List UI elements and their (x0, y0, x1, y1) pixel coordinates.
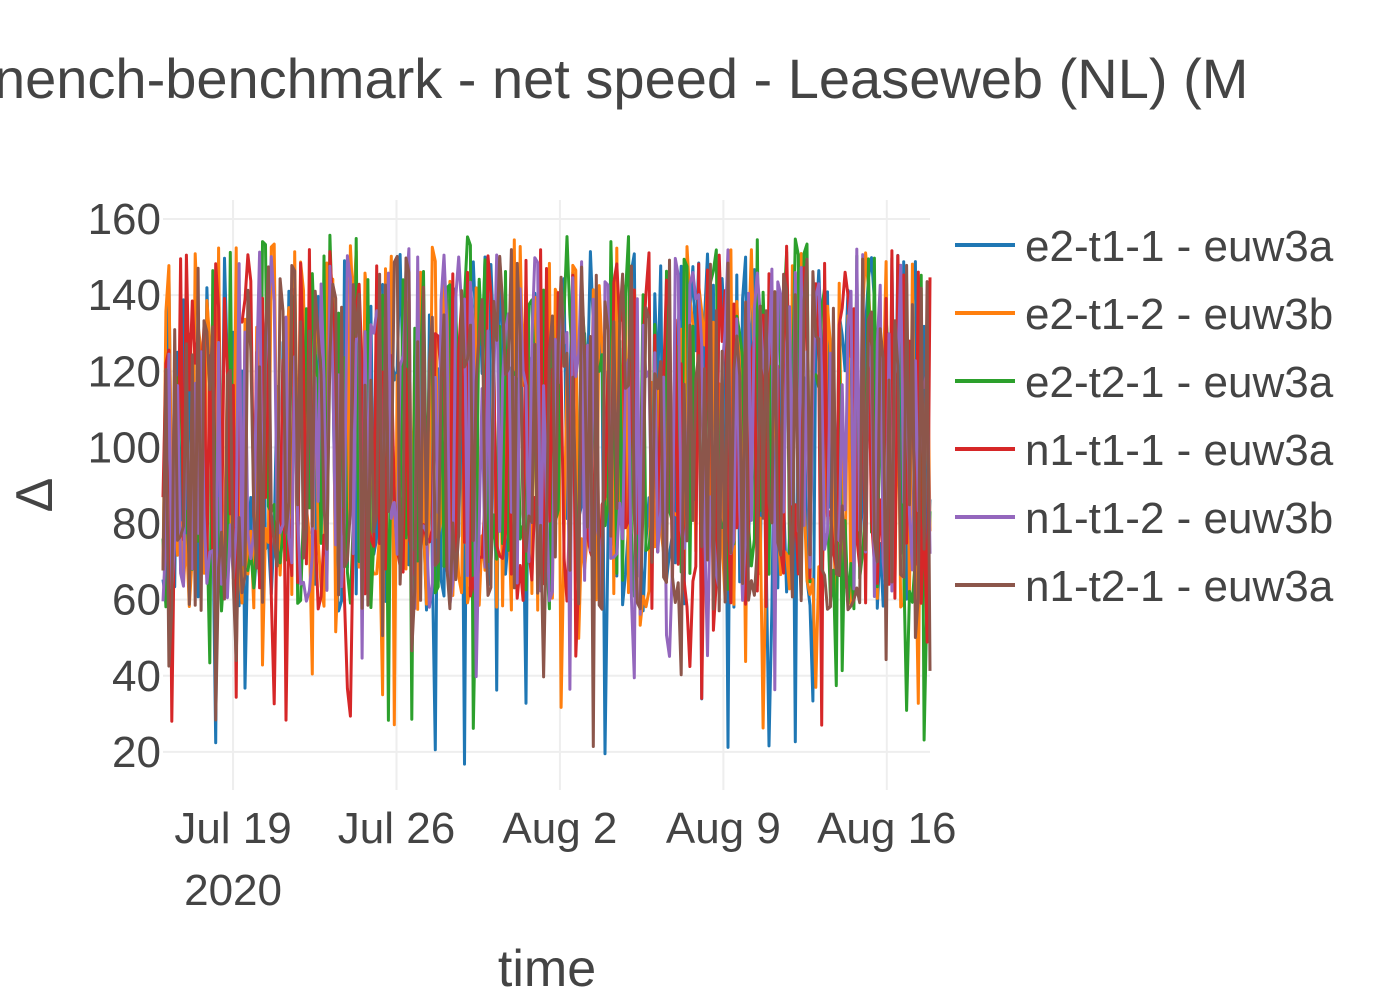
series-line-6 (161, 248, 932, 748)
legend[interactable]: e2-t1-1 - euw3a e2-t1-2 - euw3b e2-t2-1 - … (955, 222, 1334, 611)
legend-label: e2-t2-1 - euw3a (1025, 358, 1334, 407)
legend-label: e2-t1-2 - euw3b (1025, 290, 1333, 339)
legend-item-4[interactable]: n1-t1-1 - euw3a (955, 426, 1334, 475)
x-axis-title: time (498, 940, 596, 998)
chart-title: nench-benchmark - net speed - Leaseweb (… (0, 47, 1248, 110)
y-axis-ticks: 20 40 60 80 100 120 140 160 (88, 195, 161, 777)
legend-item-3[interactable]: e2-t2-1 - euw3a (955, 358, 1334, 407)
y-tick-label: 60 (112, 576, 161, 625)
x-axis-ticks: Jul 19 2020 Jul 26 Aug 2 Aug 9 Aug 16 (174, 804, 956, 915)
legend-label: n1-t1-1 - euw3a (1025, 426, 1334, 475)
y-tick-label: 80 (112, 500, 161, 549)
y-tick-label: 20 (112, 728, 161, 777)
legend-label: e2-t1-1 - euw3a (1025, 222, 1334, 271)
legend-item-6[interactable]: n1-t2-1 - euw3a (955, 562, 1334, 611)
y-axis-title: Δ (6, 478, 64, 513)
legend-item-5[interactable]: n1-t1-2 - euw3b (955, 494, 1333, 543)
x-tick-label: Aug 16 (817, 804, 956, 853)
x-tick-label: Aug 9 (666, 804, 781, 853)
legend-label: n1-t2-1 - euw3a (1025, 562, 1334, 611)
x-tick-label: Jul 19 (174, 804, 291, 853)
x-tick-label: Jul 26 (338, 804, 455, 853)
y-tick-label: 40 (112, 652, 161, 701)
series-layer (161, 233, 932, 766)
legend-label: n1-t1-2 - euw3b (1025, 494, 1333, 543)
legend-item-1[interactable]: e2-t1-1 - euw3a (955, 222, 1334, 271)
y-tick-label: 100 (88, 423, 161, 472)
x-tick-label: Aug 2 (502, 804, 617, 853)
y-tick-label: 140 (88, 271, 161, 320)
y-tick-label: 120 (88, 347, 161, 396)
y-tick-label: 160 (88, 195, 161, 244)
legend-item-2[interactable]: e2-t1-2 - euw3b (955, 290, 1333, 339)
x-tick-sublabel: 2020 (184, 866, 282, 915)
